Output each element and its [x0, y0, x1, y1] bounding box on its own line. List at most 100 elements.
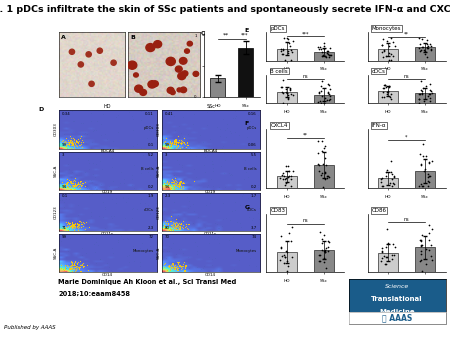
Point [418, 233, 426, 238]
Point [175, 224, 182, 230]
Point [171, 141, 178, 147]
Point [181, 268, 189, 273]
Point [417, 78, 424, 83]
Point [171, 225, 178, 231]
Point [183, 139, 190, 144]
Point [167, 180, 174, 185]
Point [63, 113, 70, 119]
Point [208, 158, 216, 163]
Point [206, 137, 213, 142]
Point [71, 262, 78, 267]
Point [199, 265, 206, 271]
Point [61, 139, 68, 145]
Point [165, 263, 172, 269]
Point [424, 171, 432, 176]
Point [61, 181, 68, 186]
Point [177, 225, 184, 231]
Point [73, 223, 80, 228]
Point [168, 226, 176, 232]
Point [77, 141, 84, 146]
Point [80, 180, 87, 186]
Point [68, 258, 75, 263]
Point [168, 261, 176, 266]
Point [175, 180, 182, 186]
Point [79, 261, 86, 266]
Point [417, 257, 424, 263]
Text: cDCs: cDCs [144, 208, 154, 212]
Point [180, 180, 188, 186]
Point [80, 264, 87, 269]
Point [65, 140, 72, 145]
Point [181, 263, 188, 268]
Point [193, 251, 200, 257]
Point [170, 223, 177, 228]
Point [86, 224, 93, 230]
Point [190, 166, 198, 172]
Point [208, 149, 215, 155]
Point [415, 96, 422, 101]
Point [281, 57, 288, 63]
Point [166, 267, 174, 272]
Point [175, 267, 182, 272]
Text: Monocytes: Monocytes [372, 26, 401, 31]
Point [384, 88, 391, 94]
Point [316, 229, 323, 235]
Point [176, 226, 183, 232]
Point [68, 220, 76, 225]
Point [69, 221, 76, 227]
Point [196, 133, 203, 138]
Point [216, 268, 223, 273]
Point [123, 253, 130, 259]
Point [74, 179, 81, 185]
Point [177, 221, 184, 226]
Text: 80: 80 [165, 226, 170, 230]
Point [61, 199, 68, 204]
Point [220, 143, 227, 149]
Point [386, 57, 393, 63]
Point [324, 90, 332, 96]
Point [73, 138, 80, 143]
Point [177, 222, 184, 227]
Point [173, 227, 180, 232]
Text: Published by AAAS: Published by AAAS [4, 324, 56, 330]
Point [326, 97, 333, 102]
Point [168, 264, 175, 269]
Point [129, 183, 136, 188]
Point [168, 222, 175, 228]
Point [381, 83, 388, 88]
Point [77, 134, 85, 139]
Point [68, 108, 76, 114]
Point [172, 182, 179, 188]
Point [164, 140, 171, 145]
Text: E: E [245, 28, 249, 33]
Point [230, 267, 238, 272]
Point [65, 227, 72, 233]
Point [184, 142, 192, 148]
Point [288, 49, 296, 55]
Y-axis label: CD123: CD123 [157, 205, 161, 219]
Point [174, 141, 181, 146]
Point [238, 224, 245, 230]
Point [73, 144, 80, 149]
Point [418, 47, 425, 53]
Point [149, 167, 157, 173]
Point [387, 57, 394, 63]
Point [428, 48, 435, 53]
X-axis label: BDCA4: BDCA4 [203, 149, 218, 153]
Text: pDCs: pDCs [270, 26, 285, 31]
Point [277, 257, 284, 262]
Point [147, 211, 154, 217]
Point [388, 171, 396, 177]
Point [326, 87, 333, 92]
Point [76, 181, 83, 187]
Point [176, 178, 184, 184]
Circle shape [89, 81, 94, 87]
Point [182, 141, 189, 147]
Point [425, 160, 432, 165]
Point [225, 171, 233, 176]
Point [79, 182, 86, 188]
Point [417, 87, 424, 93]
Point [391, 174, 398, 180]
Point [72, 180, 79, 186]
Point [426, 179, 433, 185]
